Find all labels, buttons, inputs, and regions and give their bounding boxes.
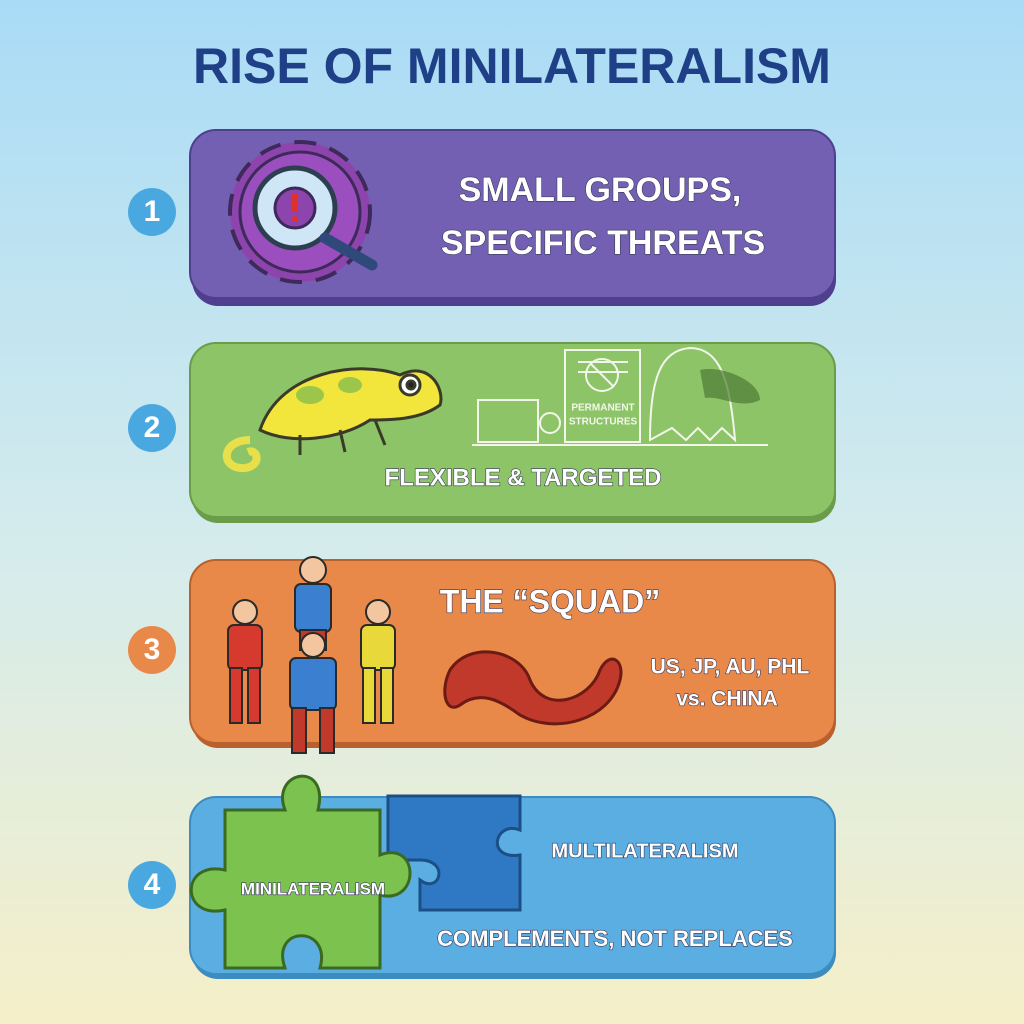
heroes-icon [227,556,396,754]
panel-4: 4 MINILATERALISM MULTILATERALISM COMPLEM… [128,774,836,979]
illustration-label: PERMANENT [571,403,634,414]
number: 2 [144,411,161,444]
panel [189,559,836,744]
puzzle-piece-right [386,794,522,912]
panel-2: 2 PERMANENT STRUCTURES FLEXIBLE & TARGET… [128,342,836,523]
item-caption: FLEXIBLE & TARGETED [385,464,662,491]
structures-illustration: PERMANENT STRUCTURES [472,346,768,446]
number-badge [128,861,176,909]
item-caption: COMPLEMENTS, NOT REPLACES [437,926,793,951]
item-rival: vs. CHINA [676,688,778,711]
dragon-icon [443,650,623,726]
gear-icon [228,140,378,284]
number: 1 [144,195,161,228]
panel-3: 3 THE “SQUAD” US, JP, AU, PHL vs. CHINA [128,556,836,754]
item-members: US, JP, AU, PHL [651,656,810,679]
number-badge [128,404,176,452]
item-line: SPECIFIC THREATS [441,224,765,262]
panel-1: 1 SMALL GROUPS, SPECIFIC THREATS [128,129,836,306]
illustration-label: STRUCTURES [569,417,638,428]
number: 3 [144,633,161,666]
item-line: SMALL GROUPS, [459,171,742,209]
chameleon-icon [222,367,443,473]
number: 4 [144,868,161,901]
right-piece-label: MULTILATERALISM [551,840,738,862]
number-badge [128,626,176,674]
number-badge [128,188,176,236]
puzzle-piece-left [189,774,412,970]
left-piece-label: MINILATERALISM [241,879,385,898]
item-heading: THE “SQUAD” [440,583,660,619]
title: RISE OF MINILATERALISM [193,38,831,94]
